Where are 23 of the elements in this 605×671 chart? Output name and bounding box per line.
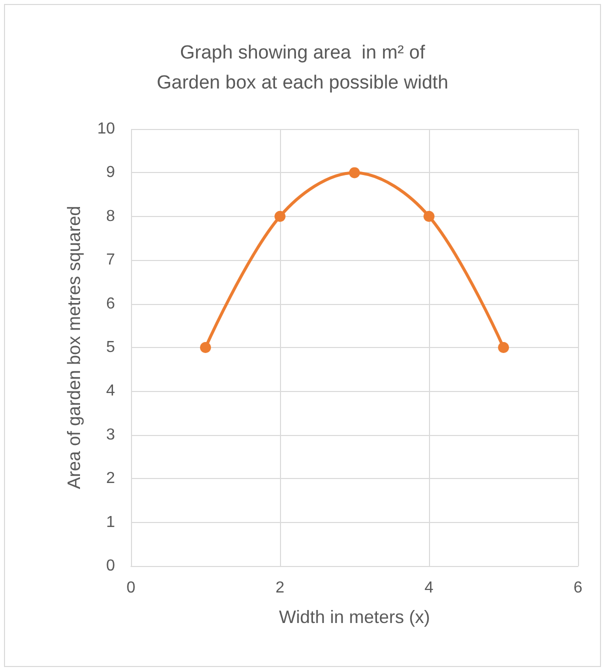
y-axis-title: Area of garden box metres squared <box>64 206 84 490</box>
y-tick-label: 7 <box>106 252 116 269</box>
y-tick-label: 9 <box>106 164 116 182</box>
point <box>498 342 509 353</box>
x-tick-label: 4 <box>424 580 434 596</box>
x-axis-title: Width in meters (x) <box>278 607 430 627</box>
x-tick-label: 0 <box>126 580 136 596</box>
y-tick-label: 10 <box>97 120 116 138</box>
y-tick-label: 0 <box>106 558 116 574</box>
y-tick-label: 3 <box>106 426 116 444</box>
chart-title: Graph showing area in m² of Garden box at each possible width <box>156 42 448 94</box>
y-tick-label: 4 <box>106 382 116 400</box>
point <box>424 210 434 222</box>
y-tick-label: 8 <box>106 208 116 225</box>
y-tick-label: 2 <box>106 470 116 488</box>
x-tick-label: 6 <box>574 580 583 596</box>
point <box>274 210 286 222</box>
point <box>349 167 360 178</box>
y-tick-label: 1 <box>106 514 116 531</box>
y-tick-label: 6 <box>106 295 116 312</box>
y-tick-label: 5 <box>106 339 116 356</box>
point <box>200 342 211 353</box>
x-tick-label: 2 <box>276 580 285 596</box>
